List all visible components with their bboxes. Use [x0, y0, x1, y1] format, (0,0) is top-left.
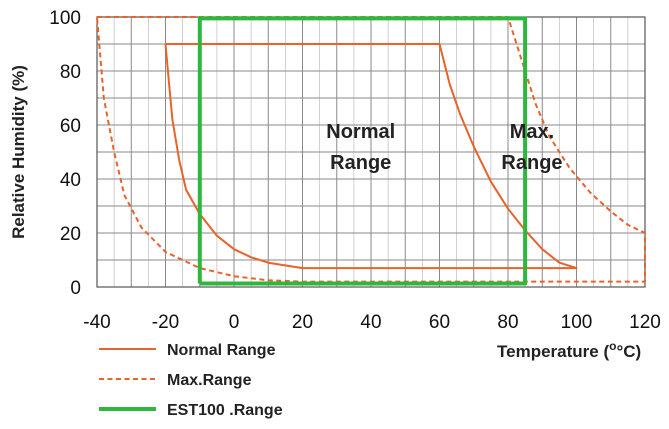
- y-tick-label: 100: [49, 8, 81, 29]
- legend: Normal Range Max.Range EST100 .Range: [99, 342, 283, 419]
- y-tick-label: 40: [60, 170, 81, 191]
- x-axis-title-main: Temperature (: [497, 342, 609, 361]
- annotation-label-0: Normal: [326, 121, 395, 143]
- annotation-label-1: Max.: [510, 121, 554, 143]
- x-tick-label: 0: [229, 312, 240, 333]
- legend-label-1: Max.Range: [167, 372, 252, 389]
- x-tick-label: 20: [292, 312, 313, 333]
- x-axis-title-degree: o: [609, 339, 616, 353]
- x-tick-label: -20: [152, 312, 179, 333]
- tick-labels: -40 -20 0 20 40 60 80 100 120 0 20 40 60 80 100: [49, 8, 661, 333]
- x-axis-title: Temperature (o°C): [497, 339, 641, 361]
- series-line-2: [197, 16, 528, 286]
- series-group: [96, 16, 646, 286]
- y-tick-label: 80: [60, 62, 81, 83]
- x-tick-label: 100: [561, 312, 593, 333]
- annotation-label-1: Range: [501, 152, 562, 174]
- y-tick-label: 60: [60, 116, 81, 137]
- legend-label-2: EST100 .Range: [167, 402, 283, 419]
- y-tick-label: 0: [70, 278, 81, 299]
- series-line-1: [96, 16, 646, 283]
- annotations: Normal Range Max. Range: [326, 121, 562, 174]
- y-tick-label: 20: [60, 224, 81, 245]
- x-axis-title-unit: °C): [616, 342, 641, 361]
- x-tick-label: 40: [360, 312, 381, 333]
- series-line-0: [164, 43, 578, 270]
- x-tick-label: 60: [429, 312, 450, 333]
- x-tick-label: 80: [497, 312, 518, 333]
- y-axis-title: Relative Humidity (%): [9, 65, 28, 239]
- legend-label-0: Normal Range: [167, 342, 276, 359]
- x-tick-label: 120: [629, 312, 661, 333]
- annotation-label-0: Range: [330, 152, 391, 174]
- x-tick-label: -40: [83, 312, 110, 333]
